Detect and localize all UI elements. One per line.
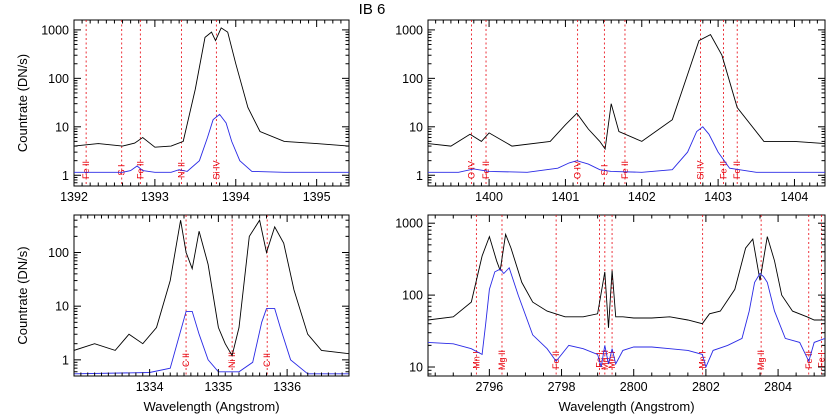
- y-tick-label: 1: [416, 169, 423, 183]
- line-id-label: Mg II: [497, 350, 507, 370]
- line-id-label: Fe II: [81, 161, 91, 179]
- panels: Fe II S I Fe II Ni II Si IV 1392 1393 1394 1395 1…: [15, 19, 826, 414]
- y-tick-label: 1000: [41, 23, 69, 37]
- x-tick-label: 1334: [136, 380, 164, 394]
- x-tick-label: 1394: [222, 190, 250, 204]
- y-tick-label: 10: [409, 120, 423, 134]
- line-id-label: Fe II: [135, 161, 145, 179]
- y-tick-label: 100: [48, 72, 69, 86]
- x-axis-label: Wavelength (Angstrom): [143, 399, 279, 414]
- x-tick-label: 1403: [704, 190, 732, 204]
- series-model-line: [428, 266, 825, 369]
- line-id-label: Ni II: [227, 352, 237, 368]
- line-id-label: Mn I: [607, 351, 617, 369]
- line-id-label: S I: [117, 164, 127, 175]
- line-id-label: Fe I: [816, 352, 826, 368]
- line-id-label: C II: [262, 353, 272, 367]
- line-id-label: Fe II: [481, 161, 491, 179]
- y-axis-label: Countrate (DN/s): [15, 246, 30, 344]
- line-id-label: C II: [181, 353, 191, 367]
- line-id-label: Fe II: [620, 161, 630, 179]
- line-id-label: Fe II: [718, 161, 728, 179]
- x-tick-label: 1400: [475, 190, 503, 204]
- figure-title: IB 6: [359, 1, 386, 18]
- y-tick-label: 10: [55, 120, 69, 134]
- x-axis-label: Wavelength (Angstrom): [558, 399, 694, 414]
- x-tick-label: 1336: [273, 380, 301, 394]
- x-tick-label: 1393: [141, 190, 169, 204]
- series-observed-line: [74, 27, 349, 148]
- series-observed-line: [74, 219, 349, 357]
- panel-top-right: O IV Fe II O IV S I Fe II Si IV Fe II Fe II1400…: [395, 19, 826, 204]
- plot-frame: [73, 214, 350, 377]
- line-id-label: Mg II: [600, 350, 610, 370]
- x-tick-label: 2802: [692, 380, 720, 394]
- line-id-label: Si IV: [211, 160, 221, 179]
- line-id-label: Mn I: [698, 351, 708, 369]
- line-id-label: Fe II: [551, 351, 561, 369]
- x-tick-label: 1401: [552, 190, 580, 204]
- x-tick-label: 1402: [628, 190, 656, 204]
- x-tick-label: 1335: [204, 380, 232, 394]
- x-tick-label: 2800: [620, 380, 648, 394]
- x-tick-label: 2798: [548, 380, 576, 394]
- y-tick-label: 1000: [395, 23, 423, 37]
- line-id-label: Si IV: [696, 160, 706, 179]
- series-observed-line: [428, 232, 825, 328]
- line-id-label: Mn I: [471, 351, 481, 369]
- series-model-line: [74, 113, 349, 173]
- y-tick-label: 10: [409, 361, 423, 375]
- line-id-label: Mg II: [756, 350, 766, 370]
- y-tick-label: 100: [48, 246, 69, 260]
- y-tick-label: 100: [402, 72, 423, 86]
- line-id-label: Fe II: [732, 161, 742, 179]
- line-id-label: O IV: [573, 161, 583, 179]
- line-id-label: O IV: [467, 161, 477, 179]
- x-tick-label: 2804: [764, 380, 792, 394]
- series-model-line: [74, 308, 349, 375]
- y-tick-label: 1: [62, 169, 69, 183]
- y-tick-label: 100: [402, 289, 423, 303]
- y-tick-label: 1000: [395, 217, 423, 231]
- x-tick-label: 1395: [303, 190, 331, 204]
- y-tick-label: 1: [62, 353, 69, 367]
- x-tick-label: 1404: [781, 190, 809, 204]
- x-tick-label: 1392: [60, 190, 88, 204]
- series-observed-line: [428, 33, 825, 151]
- series-model-line: [428, 126, 825, 173]
- y-tick-label: 10: [55, 300, 69, 314]
- y-axis-label: Countrate (DN/s): [15, 54, 30, 152]
- x-tick-label: 2796: [475, 380, 503, 394]
- panel-bottom-left: C II Ni II C II 1334 1335 1336 1 10 100 Countrate…: [15, 214, 350, 414]
